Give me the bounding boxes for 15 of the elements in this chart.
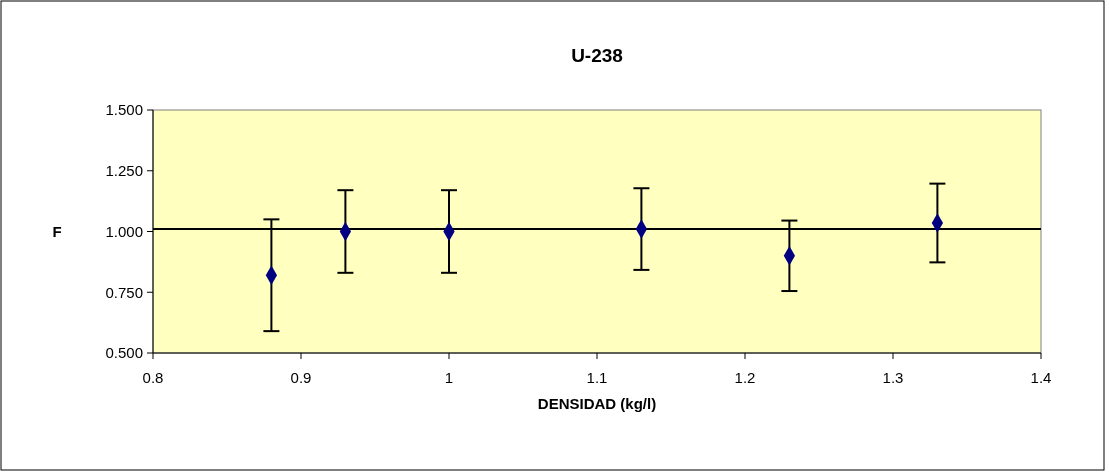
y-tick-label: 1.500 <box>105 101 143 119</box>
x-axis-title: DENSIDAD (kg/l) <box>537 395 657 412</box>
x-tick-label: 0.9 <box>290 369 312 386</box>
x-tick-label: 0.8 <box>142 369 164 386</box>
y-tick-label: 0.500 <box>105 344 143 362</box>
y-tick-label: 1.250 <box>105 162 143 179</box>
x-tick-label: 1.4 <box>1030 369 1052 386</box>
x-tick-label: 1.1 <box>586 369 608 386</box>
x-tick-label: 1.3 <box>882 369 904 386</box>
chart-title: U-238 <box>571 45 623 66</box>
y-axis-title: F <box>52 222 62 240</box>
x-tick-label: 1 <box>444 369 454 386</box>
y-tick-label: 0.750 <box>105 283 143 301</box>
y-tick-label: 1.000 <box>105 222 143 240</box>
x-tick-label: 1.2 <box>734 369 756 386</box>
